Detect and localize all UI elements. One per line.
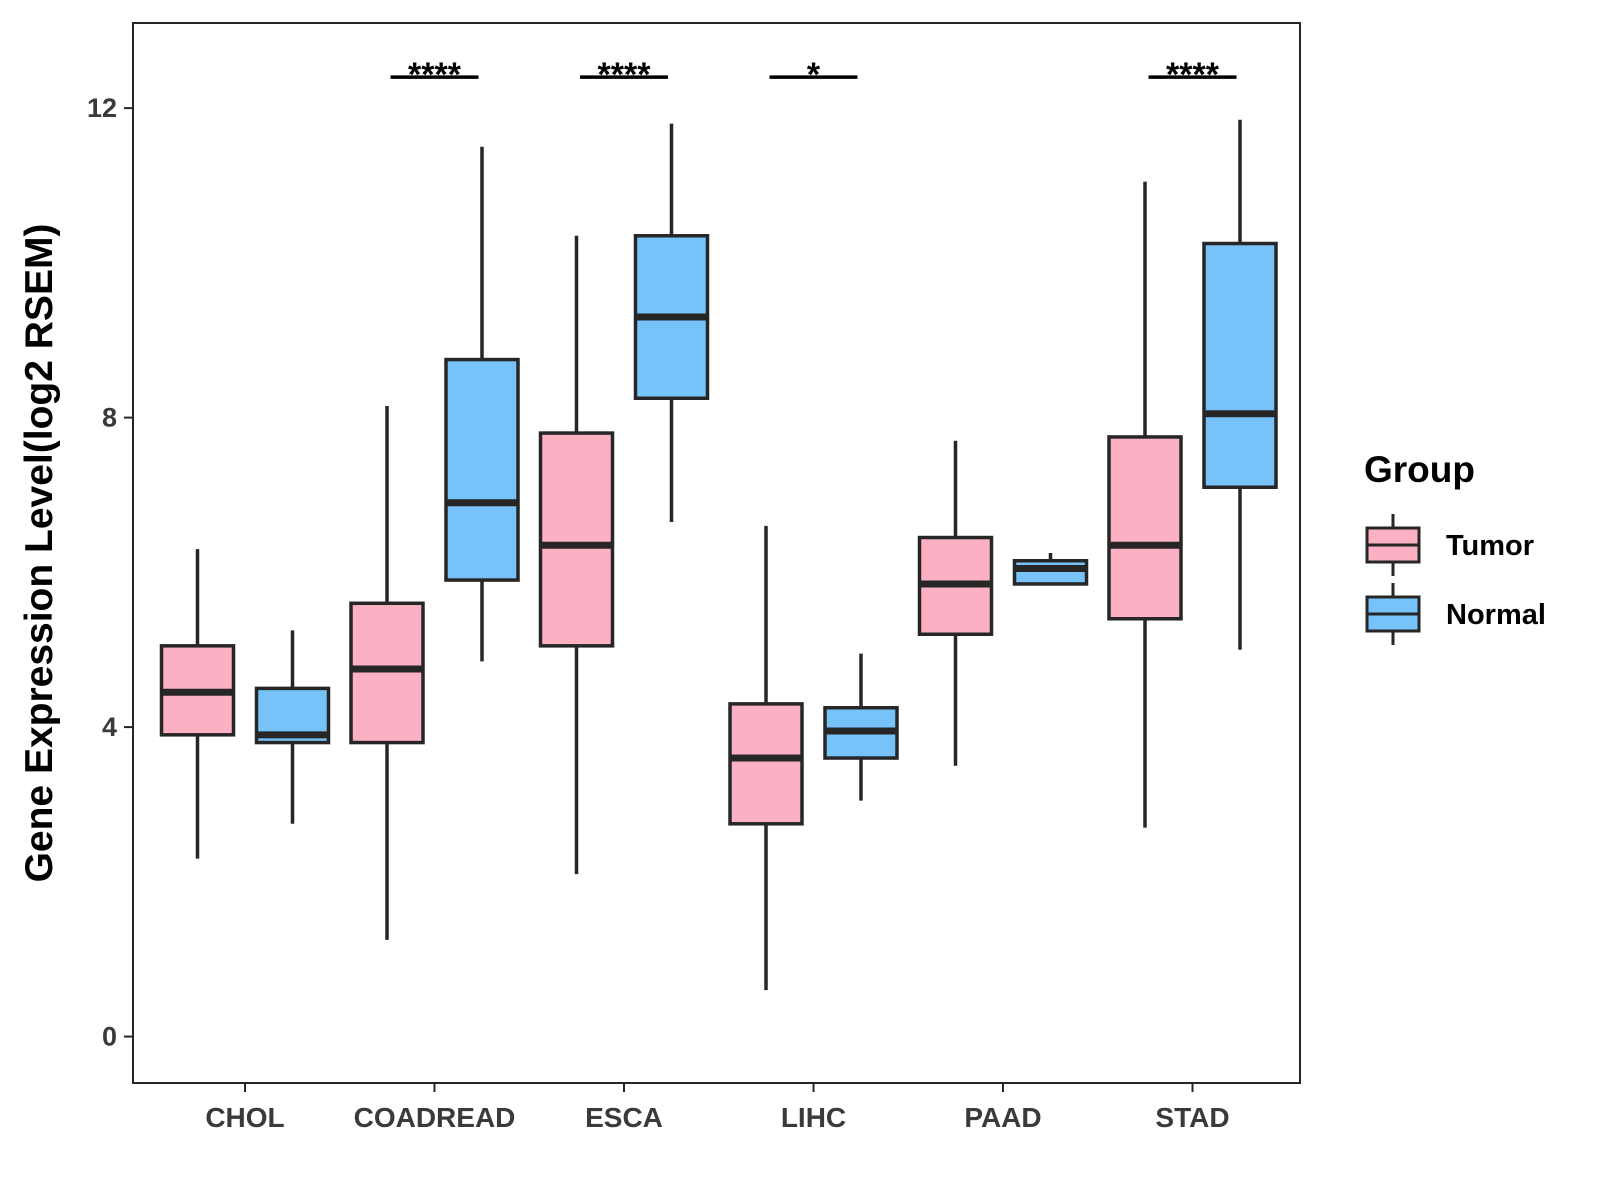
- significance-label: ****: [408, 56, 462, 94]
- legend-title: Group: [1364, 449, 1475, 490]
- box-normal-stad: [1202, 119, 1278, 650]
- x-tick-label-paad: PAAD: [964, 1102, 1041, 1133]
- legend-label-tumor: Tumor: [1446, 530, 1534, 562]
- legend-key-tumor: [1365, 514, 1421, 576]
- box-tumor-chol: [159, 549, 236, 859]
- significance-label: *: [807, 56, 821, 94]
- significance-label: ****: [598, 56, 652, 94]
- box-body: [349, 601, 425, 745]
- x-tick-label-coadread: COADREAD: [354, 1102, 516, 1133]
- box-body: [444, 357, 520, 582]
- box-tumor-paad: [917, 440, 994, 766]
- y-tick-label: 8: [102, 403, 117, 433]
- box-body: [1012, 558, 1089, 586]
- significance-label: ****: [1166, 56, 1220, 94]
- x-tick-label-chol: CHOL: [205, 1102, 284, 1133]
- y-axis-title: Gene Expression Level(log2 RSEM): [18, 224, 61, 883]
- plot-area: 0 4 8 12 Gene Expression Level(log2 RSEM) CHO…: [18, 22, 1301, 1133]
- x-tick-label-esca: ESCA: [585, 1102, 663, 1133]
- legend-key-normal: [1365, 583, 1421, 645]
- y-tick-label: 12: [87, 93, 117, 123]
- panel-border: [132, 22, 1301, 1084]
- box-tumor-lihc: [728, 525, 804, 991]
- box-normal-esca: [633, 123, 710, 523]
- box-normal-paad: [1012, 553, 1089, 586]
- box-body: [538, 431, 615, 648]
- box-body: [1202, 241, 1278, 489]
- box-body: [728, 702, 804, 826]
- box-normal-chol: [254, 630, 331, 824]
- box-tumor-coadread: [349, 405, 425, 940]
- box-tumor-stad: [1107, 181, 1183, 828]
- x-tick-label-lihc: LIHC: [781, 1102, 846, 1133]
- y-tick-label: 0: [102, 1022, 117, 1052]
- box-normal-coadread: [444, 146, 520, 662]
- box-normal-lihc: [823, 653, 899, 801]
- y-tick-label: 4: [102, 712, 117, 742]
- legend: Group Tumor Normal: [1364, 449, 1546, 645]
- legend-label-normal: Normal: [1446, 599, 1546, 631]
- x-tick-label-stad: STAD: [1155, 1102, 1229, 1133]
- box-tumor-esca: [538, 235, 615, 875]
- box-body: [1107, 435, 1183, 621]
